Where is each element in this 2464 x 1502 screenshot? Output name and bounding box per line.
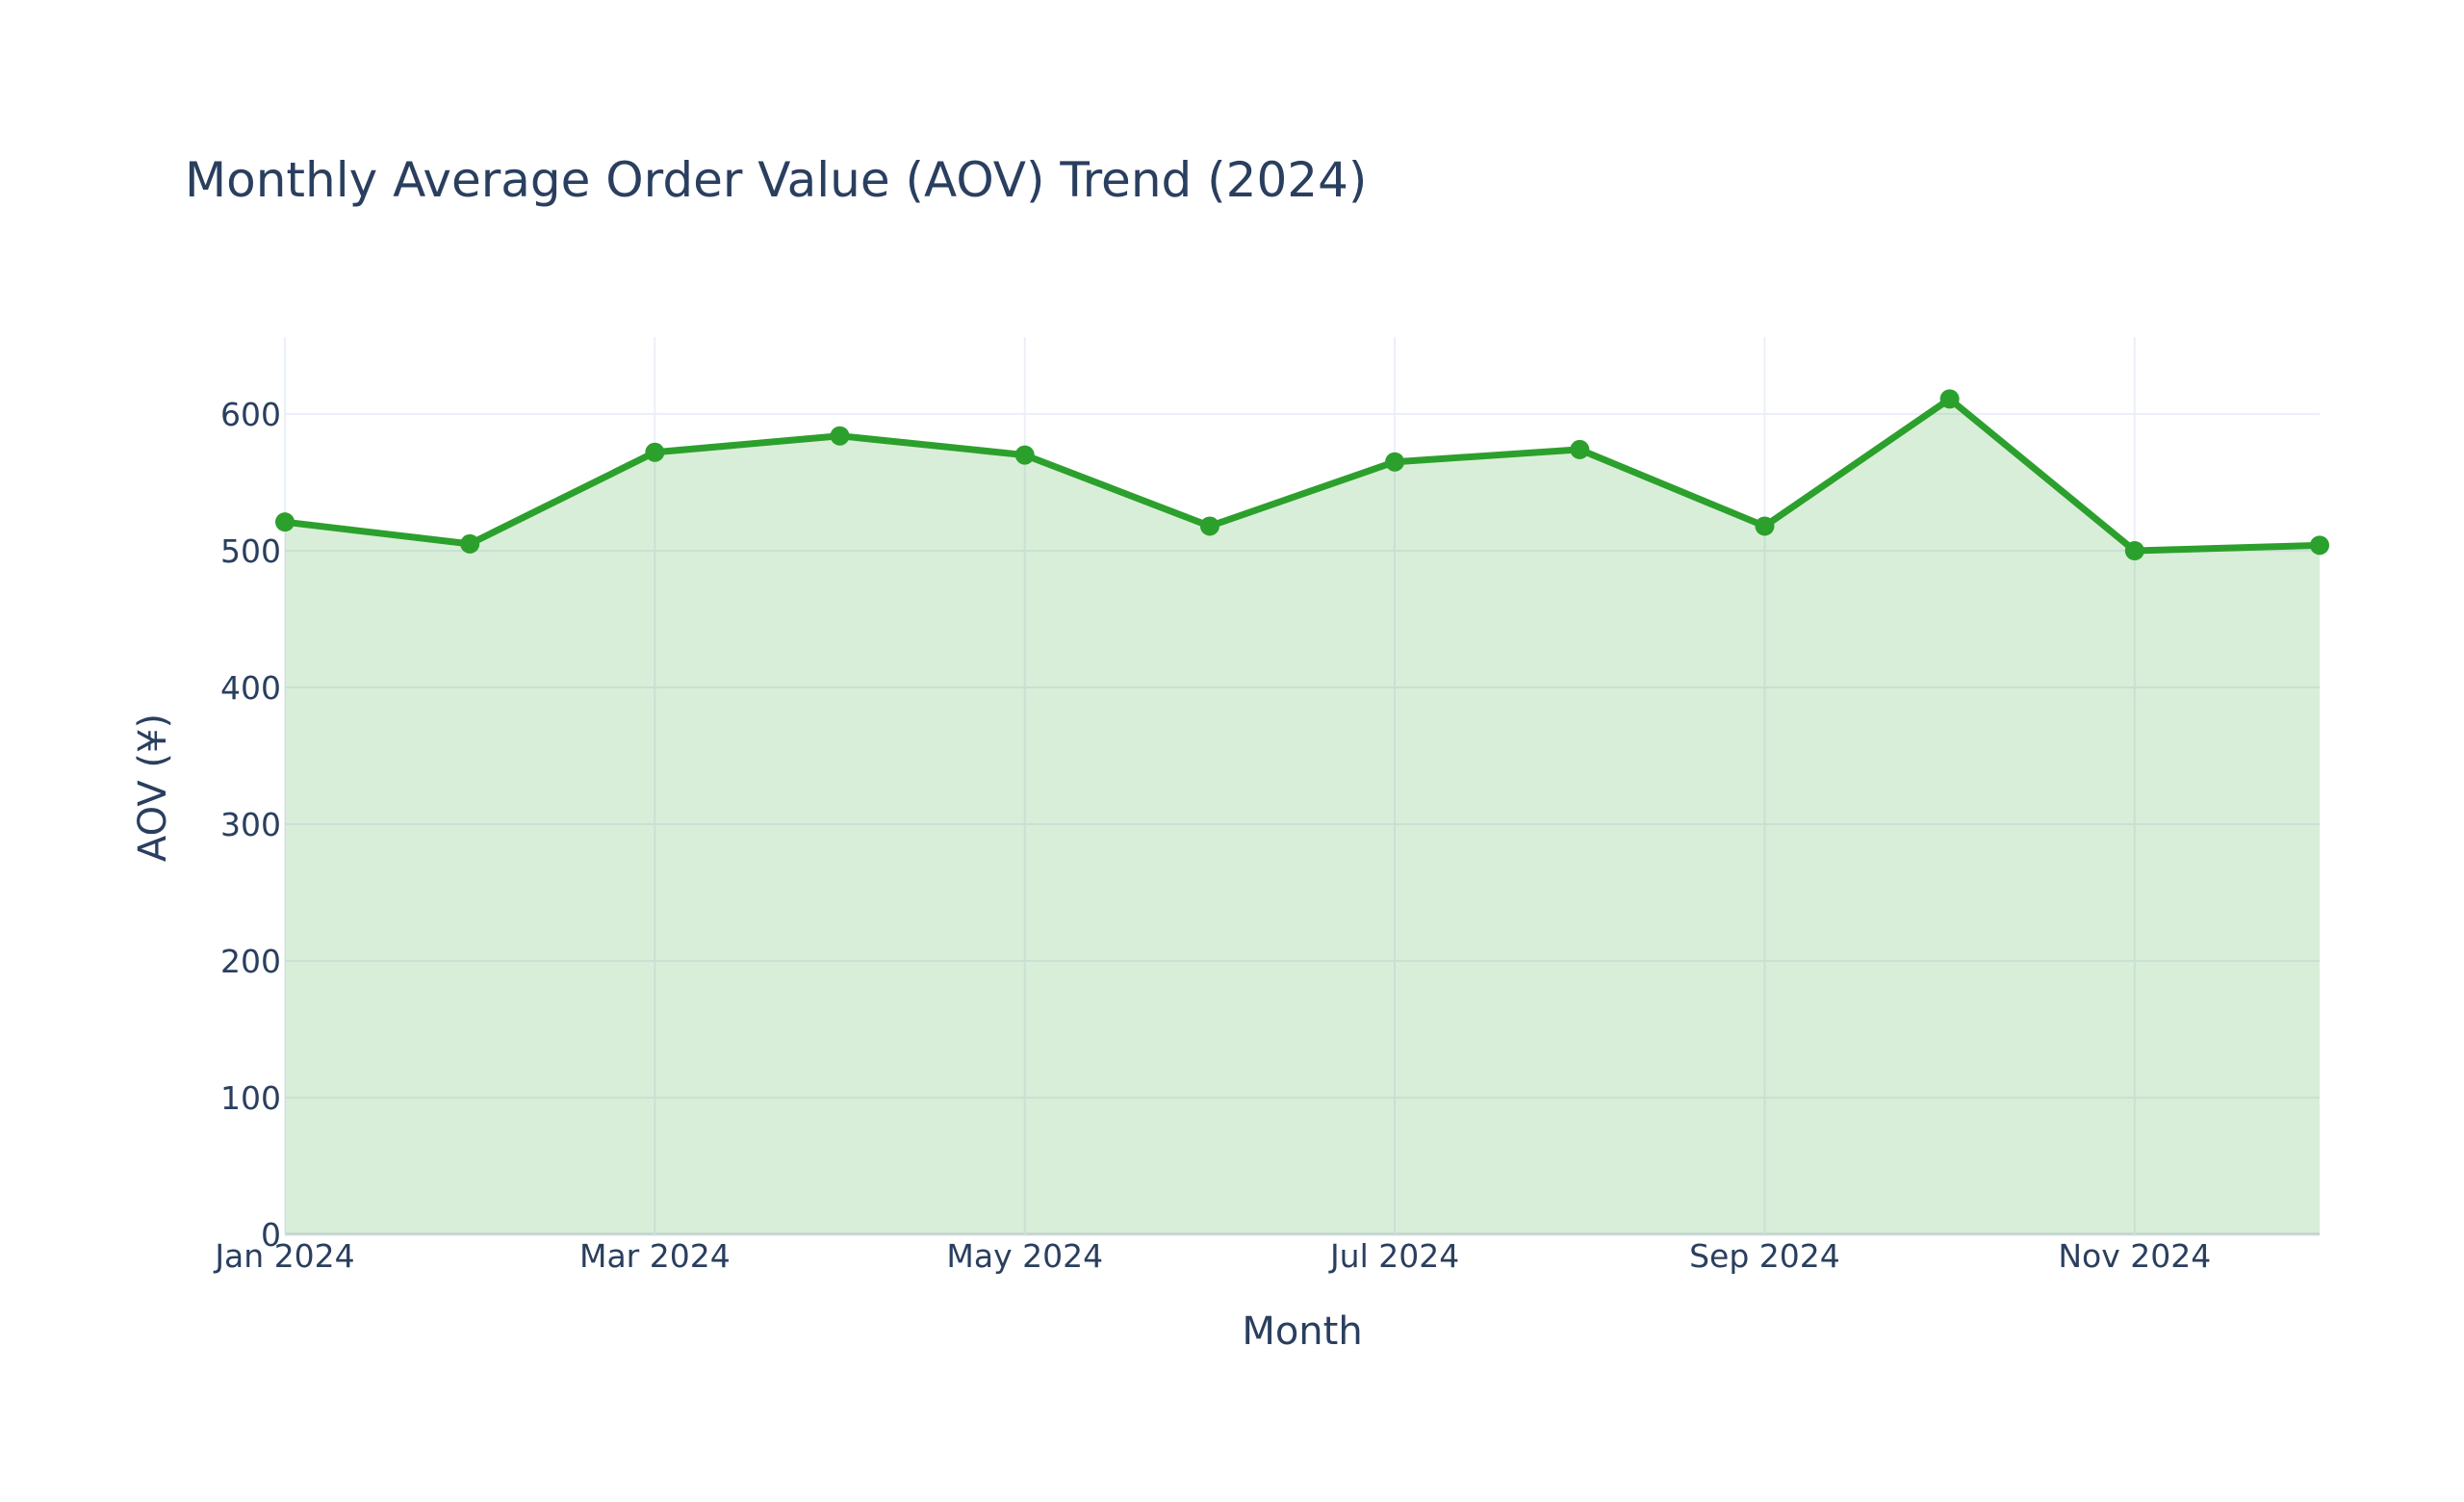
data-point[interactable] <box>1385 452 1405 472</box>
x-tick-label: Jul 2024 <box>1328 1237 1459 1275</box>
data-point[interactable] <box>1570 439 1590 459</box>
gridlines <box>284 337 2320 1236</box>
data-point[interactable] <box>460 533 480 554</box>
y-tick-label: 500 <box>220 532 281 570</box>
chart-title: Monthly Average Order Value (AOV) Trend … <box>185 152 1368 208</box>
data-point[interactable] <box>830 426 850 446</box>
data-markers <box>275 389 2329 560</box>
data-point[interactable] <box>645 442 665 462</box>
data-point[interactable] <box>2310 535 2329 556</box>
x-tick-label: Mar 2024 <box>579 1237 731 1275</box>
y-tick-label: 400 <box>220 669 281 707</box>
y-tick-label: 600 <box>220 396 281 433</box>
area-fill <box>285 399 2320 1234</box>
data-point[interactable] <box>2124 541 2144 560</box>
x-axis-title: Month <box>1242 1309 1362 1354</box>
x-axis-ticks: Jan 2024 Mar 2024 May 2024 Jul 2024 Sep 2024… <box>213 1237 2211 1275</box>
data-point[interactable] <box>1939 389 1960 409</box>
data-point[interactable] <box>1014 445 1035 465</box>
y-tick-label: 100 <box>220 1079 281 1117</box>
y-tick-label: 300 <box>220 806 281 843</box>
y-axis-ticks: 0 100 200 300 400 500 600 <box>220 396 281 1254</box>
y-tick-label: 200 <box>220 943 281 980</box>
x-tick-label: May 2024 <box>946 1237 1103 1275</box>
y-axis-title: AOV (¥) <box>131 713 175 862</box>
x-tick-label: Jan 2024 <box>213 1237 354 1275</box>
data-point[interactable] <box>1755 516 1775 536</box>
y-tick-label: 0 <box>261 1216 281 1254</box>
x-tick-label: Sep 2024 <box>1689 1237 1840 1275</box>
aov-line <box>284 395 2321 555</box>
x-tick-label: Nov 2024 <box>2058 1237 2211 1275</box>
data-point[interactable] <box>1199 516 1219 536</box>
data-point[interactable] <box>275 512 295 532</box>
